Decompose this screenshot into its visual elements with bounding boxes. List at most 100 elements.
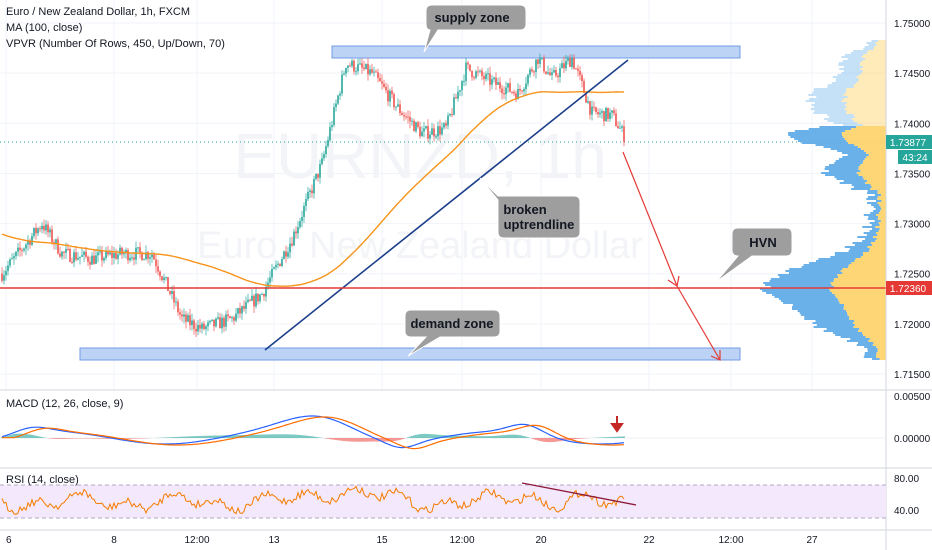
- candle-body: [5, 271, 7, 276]
- hvn-label: HVN: [749, 235, 776, 250]
- candle-body: [145, 252, 147, 260]
- rsi-indicator-label[interactable]: RSI (14, close): [6, 474, 79, 486]
- candle-body: [571, 57, 573, 67]
- candle-body: [607, 107, 609, 119]
- candlesticks: [1, 53, 625, 338]
- candle-body: [227, 314, 229, 317]
- candle-body: [379, 77, 381, 82]
- candle-body: [73, 252, 75, 263]
- candle-body: [247, 299, 249, 302]
- candle-body: [133, 257, 135, 260]
- candle-body: [241, 306, 243, 314]
- candle-body: [337, 95, 339, 104]
- candle-body: [331, 125, 333, 128]
- candle-body: [311, 190, 313, 194]
- candle-body: [315, 173, 317, 180]
- moving-average-line: [1, 90, 625, 287]
- callout-broken-uptrendline[interactable]: broken uptrendline: [479, 177, 581, 239]
- candle-body: [281, 259, 283, 266]
- candle-body: [163, 277, 165, 281]
- candle-body: [139, 247, 141, 253]
- candle-body: [541, 57, 543, 59]
- macd-tick-1: 0.00000: [894, 434, 931, 445]
- callout-supply-zone[interactable]: supply zone: [423, 4, 527, 53]
- candle-body: [563, 63, 565, 69]
- candle-body: [105, 250, 107, 259]
- projection-arrows[interactable]: [622, 151, 721, 361]
- candle-body: [399, 104, 401, 114]
- candle-body: [403, 115, 405, 117]
- candle-body: [167, 277, 169, 292]
- macd-indicator-label[interactable]: MACD (12, 26, close, 9): [6, 398, 124, 410]
- candle-body: [155, 259, 157, 267]
- candle-body: [499, 82, 501, 89]
- candle-body: [1, 273, 3, 281]
- candle-body: [487, 73, 489, 75]
- candle-body: [409, 116, 411, 122]
- rsi-divergence-line[interactable]: [521, 482, 637, 506]
- candle-body: [401, 113, 403, 116]
- price-tick-5: 1.72500: [894, 270, 931, 281]
- candle-body: [147, 252, 149, 259]
- candle-body: [263, 294, 265, 297]
- candle-body: [525, 83, 527, 90]
- candle-body: [385, 86, 387, 91]
- candle-body: [581, 75, 583, 82]
- candle-body: [427, 126, 429, 139]
- candle-body: [475, 71, 477, 78]
- rsi-tick-1: 40.00: [894, 506, 919, 517]
- ma-indicator-label[interactable]: MA (100, close): [6, 22, 83, 34]
- candle-body: [185, 314, 187, 322]
- candle-body: [411, 120, 413, 122]
- candle-body: [97, 252, 99, 256]
- candle-body: [455, 97, 457, 99]
- callout-hvn[interactable]: HVN: [715, 227, 793, 283]
- vpvr-indicator-label[interactable]: VPVR (Number Of Rows, 450, Up/Down, 70): [6, 38, 225, 50]
- price-tick-6: 1.72000: [894, 320, 931, 331]
- candle-body: [355, 71, 357, 73]
- candle-body: [465, 62, 467, 81]
- callout-demand-zone[interactable]: demand zone: [404, 309, 501, 357]
- candle-body: [339, 93, 341, 96]
- candle-body: [343, 73, 345, 75]
- candle-body: [65, 248, 67, 253]
- countdown-tag: [898, 150, 932, 164]
- candle-body: [321, 158, 323, 165]
- candle-body: [333, 107, 335, 126]
- candle-body: [479, 70, 481, 72]
- candle-body: [99, 250, 101, 253]
- candle-body: [593, 106, 595, 108]
- candle-body: [529, 69, 531, 75]
- candle-body: [7, 265, 9, 272]
- candle-body: [161, 276, 163, 281]
- rsi-pane[interactable]: [0, 467, 932, 519]
- macd-pane[interactable]: [0, 389, 932, 450]
- price-axis[interactable]: 1.75000 1.74500 1.74000 1.73500 1.73000 1.725…: [885, 0, 932, 550]
- candle-body: [619, 127, 621, 129]
- candle-body: [203, 323, 205, 330]
- candle-body: [623, 126, 625, 142]
- candle-body: [323, 154, 325, 159]
- symbol-title[interactable]: Euro / New Zealand Dollar, 1h, FXCM: [6, 6, 191, 18]
- supply-zone-rect[interactable]: [331, 45, 741, 59]
- candle-body: [391, 90, 393, 95]
- candle-body: [615, 113, 617, 127]
- candle-body: [189, 315, 191, 326]
- candle-body: [381, 81, 383, 84]
- candle-body: [119, 247, 121, 255]
- candle-body: [347, 65, 349, 68]
- uptrend-line[interactable]: [264, 59, 629, 351]
- candle-body: [17, 247, 19, 252]
- candle-body: [373, 71, 375, 73]
- candle-body: [575, 68, 577, 70]
- candle-body: [613, 110, 615, 114]
- supply-zone-label: supply zone: [434, 10, 509, 25]
- time-axis[interactable]: 6 8 12:00 13 15 12:00 20 22 12:00 27: [0, 529, 932, 546]
- candle-body: [199, 324, 201, 329]
- candle-body: [617, 126, 619, 129]
- candle-body: [33, 227, 35, 236]
- candle-body: [129, 257, 131, 261]
- broken-label-line1: broken: [503, 202, 546, 217]
- candle-body: [45, 224, 47, 231]
